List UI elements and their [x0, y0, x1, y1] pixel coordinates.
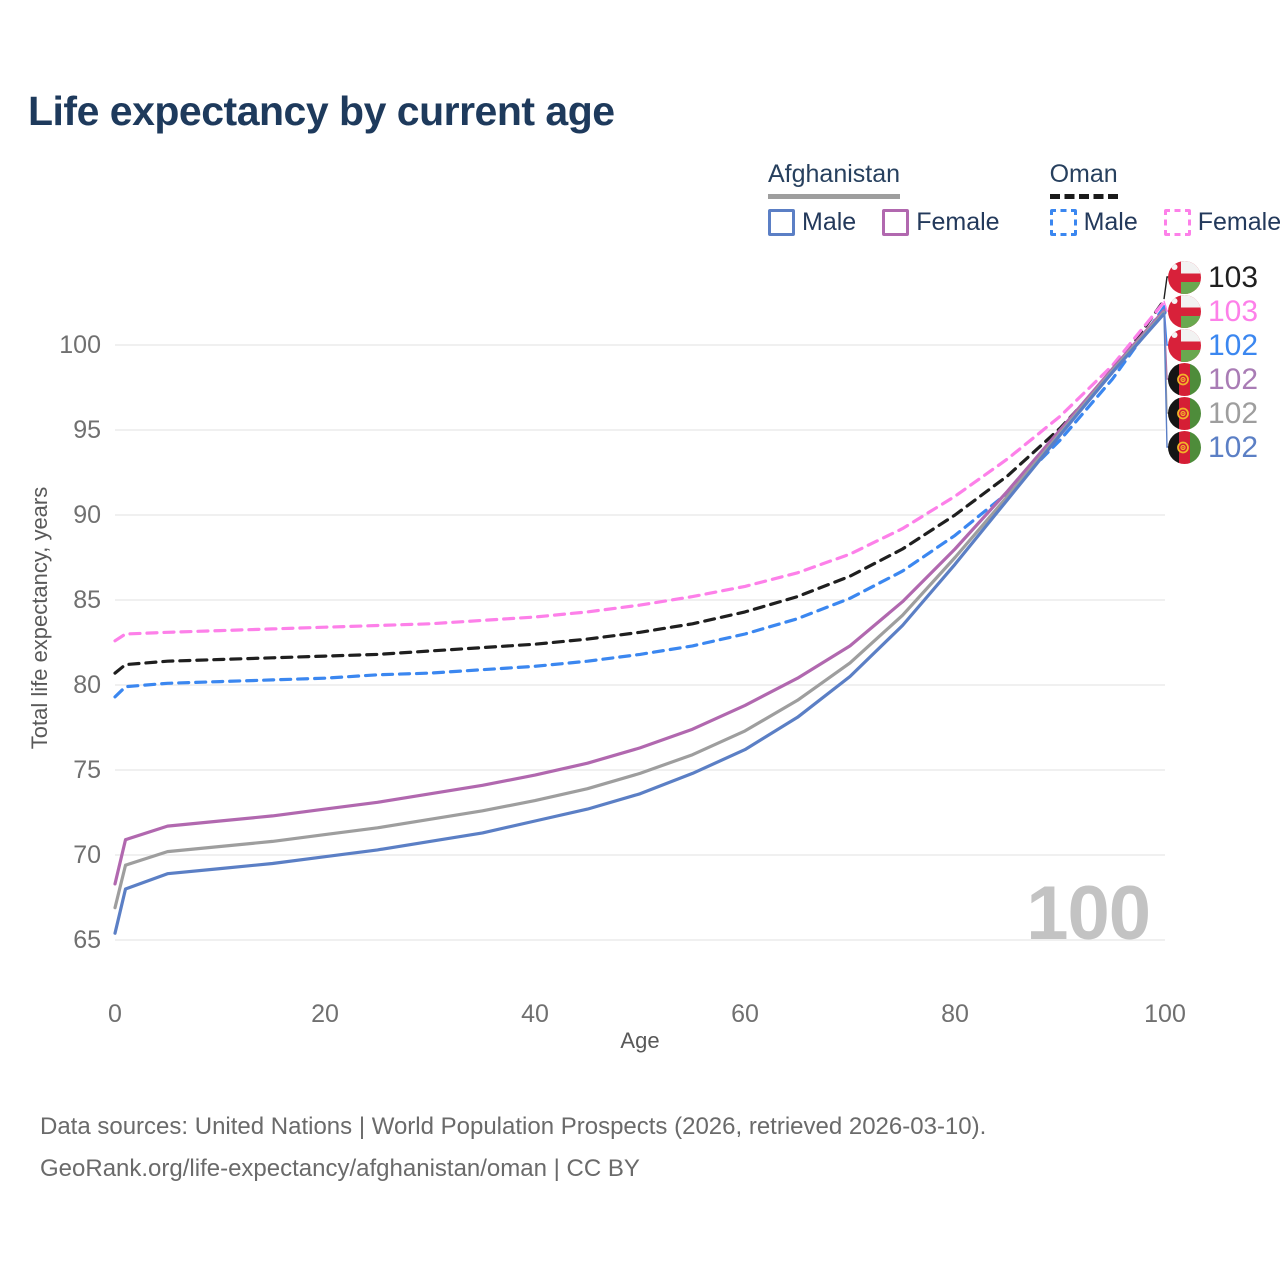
x-tick-label: 100 [1144, 1000, 1186, 1028]
legend-label: Male [1083, 208, 1138, 236]
legend-group-oman: Oman Male Female [1049, 160, 1280, 237]
x-axis-title: Age [620, 1028, 659, 1053]
series-line-oman-total[interactable] [113, 297, 1167, 675]
afghanistan-flag-icon [1168, 430, 1201, 464]
footer: Data sources: United Nations | World Pop… [40, 1106, 986, 1190]
legend: Afghanistan Male Female Oman Male Female [768, 160, 1280, 237]
endpoint-row: 103 [1168, 260, 1258, 294]
endpoint-value: 102 [1208, 430, 1259, 464]
y-tick-label: 95 [73, 416, 101, 444]
endpoint-value: 102 [1208, 328, 1259, 362]
oman-flag-icon [1168, 294, 1201, 328]
series-line-oman-female[interactable] [113, 299, 1167, 643]
legend-group-title-oman: Oman [1049, 160, 1118, 199]
y-tick-label: 80 [73, 671, 101, 699]
oman-flag-icon [1168, 328, 1201, 362]
legend-toggle-oman-male[interactable]: Male [1049, 208, 1138, 237]
y-tick-label: 75 [73, 756, 101, 784]
y-axis-title: Total life expectancy, years [27, 487, 52, 750]
y-tick-label: 65 [73, 926, 101, 954]
endpoint-value: 102 [1208, 396, 1259, 430]
oman-flag-icon [1168, 260, 1201, 294]
legend-toggle-afghanistan-male[interactable]: Male [768, 208, 856, 237]
y-tick-label: 100 [59, 331, 101, 359]
endpoint-row: 102 [1168, 396, 1258, 430]
x-tick-label: 80 [941, 1000, 969, 1028]
legend-label: Male [802, 208, 857, 236]
legend-toggle-oman-female[interactable]: Female [1163, 208, 1280, 237]
series-line-afghanistan-male[interactable] [113, 311, 1167, 935]
afghanistan-flag-icon [1168, 396, 1201, 430]
endpoint-value: 102 [1208, 362, 1259, 396]
endpoint-value: 103 [1208, 294, 1259, 328]
y-tick-label: 70 [73, 841, 101, 869]
endpoint-row: 102 [1168, 328, 1258, 362]
x-tick-label: 20 [311, 1000, 339, 1028]
afghanistan-flag-icon [1168, 362, 1201, 396]
attribution-line: GeoRank.org/life-expectancy/afghanistan/… [40, 1155, 640, 1182]
checkbox-oman-male[interactable] [1049, 209, 1077, 236]
legend-label: Female [1197, 208, 1280, 236]
endpoint-value: 103 [1208, 260, 1259, 294]
endpoint-row: 102 [1168, 430, 1258, 464]
checkbox-oman-female[interactable] [1163, 209, 1191, 236]
checkbox-afghanistan-female[interactable] [882, 209, 910, 236]
legend-toggle-afghanistan-female[interactable]: Female [882, 208, 1000, 237]
endpoint-row: 102 [1168, 362, 1258, 396]
x-tick-label: 40 [521, 1000, 549, 1028]
endpoint-row: 103 [1168, 294, 1258, 328]
x-tick-label: 0 [108, 1000, 122, 1028]
legend-group-title-afghanistan: Afghanistan [768, 160, 901, 199]
x-tick-label: 60 [731, 1000, 759, 1028]
series-line-afghanistan-total[interactable] [113, 309, 1167, 910]
current-age-watermark: 100 [1026, 871, 1151, 956]
data-sources-line: Data sources: United Nations | World Pop… [40, 1113, 987, 1140]
y-tick-label: 85 [73, 586, 101, 614]
checkbox-afghanistan-male[interactable] [768, 209, 795, 236]
legend-label: Female [916, 208, 1000, 236]
legend-group-afghanistan: Afghanistan Male Female [768, 160, 1000, 237]
y-tick-label: 90 [73, 501, 101, 529]
series-line-afghanistan-female[interactable] [113, 307, 1167, 886]
series-line-oman-male[interactable] [113, 304, 1167, 699]
page-title: Life expectancy by current age [28, 88, 615, 134]
